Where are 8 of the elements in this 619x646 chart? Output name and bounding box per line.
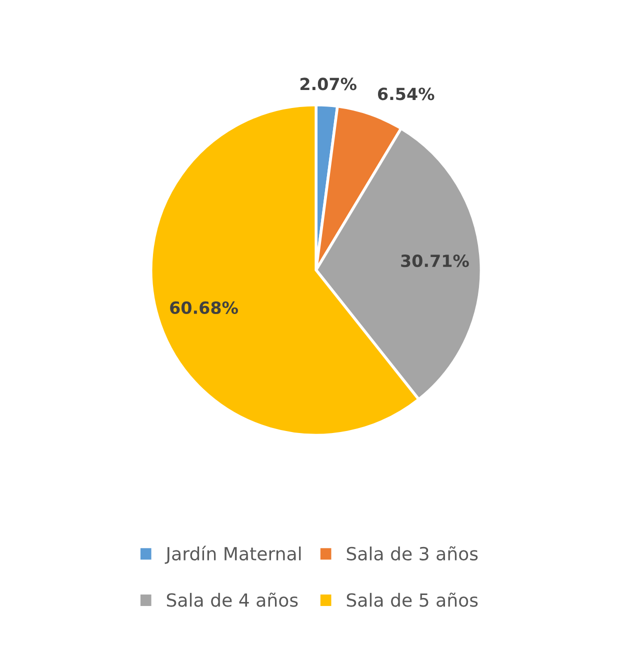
legend-label: Sala de 4 años (166, 592, 298, 607)
legend-label: Sala de 5 años (346, 592, 478, 607)
legend-label: Jardín Maternal (164, 546, 301, 564)
data-label: 30.71% (401, 254, 469, 268)
data-label: 60.68% (170, 301, 238, 314)
legend-label: Sala de 3 años (346, 546, 478, 561)
data-label: 2.07% (300, 78, 356, 90)
data-label: 6.54% (378, 88, 434, 100)
